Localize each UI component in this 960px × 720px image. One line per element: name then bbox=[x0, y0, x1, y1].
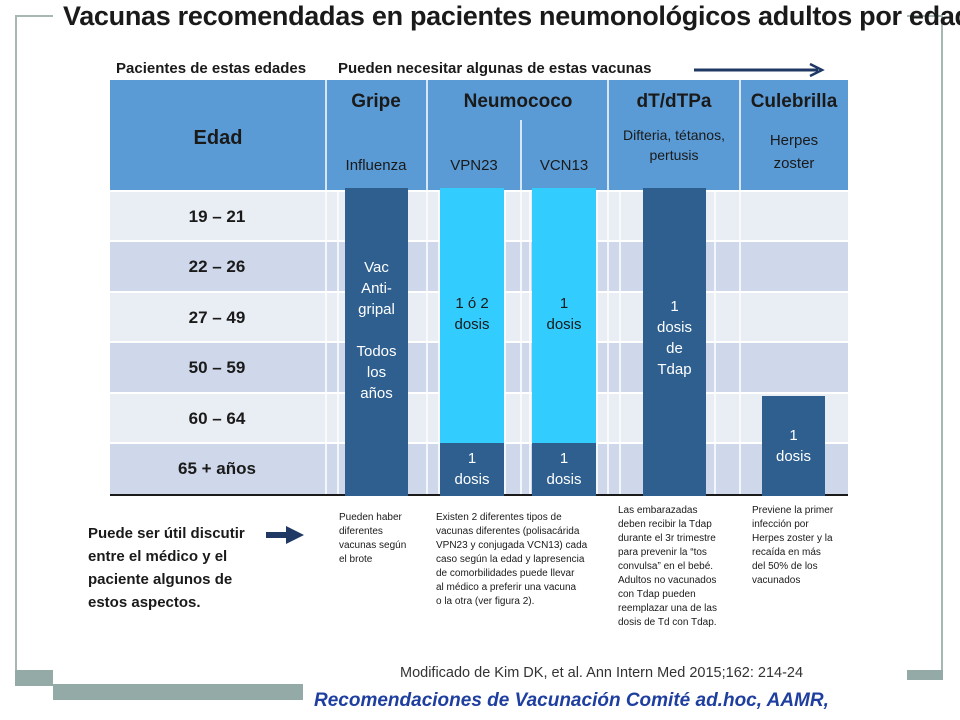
group-gripe: Gripe bbox=[351, 91, 401, 112]
age-label: 19 – 21 bbox=[189, 207, 246, 226]
bar-dt-text: 1 dosis de Tdap bbox=[656, 298, 693, 378]
subheader-right: Pueden necesitar algunas de estas vacuna… bbox=[338, 60, 652, 77]
group-culebrilla: Culebrilla bbox=[751, 91, 838, 112]
age-label: 60 – 64 bbox=[189, 409, 246, 428]
group-neumococo: Neumococo bbox=[464, 91, 573, 112]
frame-bottom-left-block bbox=[15, 670, 53, 686]
note-neumococo: Existen 2 diferentes tipos de vacunas dif… bbox=[436, 512, 588, 607]
subheader-herpes-line2: zoster bbox=[774, 155, 815, 172]
bar-vpn23-text: 1 ó 2 dosis bbox=[454, 295, 490, 333]
discuss-text: Puede ser útil discutir entre el médico y… bbox=[88, 525, 245, 611]
bar-vpn23-65 bbox=[440, 443, 504, 496]
bar-vcn13-65 bbox=[532, 443, 596, 496]
frame-top-line-left bbox=[15, 15, 53, 17]
bar-dt bbox=[643, 188, 706, 496]
frame-bottom-bar bbox=[53, 684, 303, 700]
frame-bottom-right-block bbox=[907, 670, 943, 680]
page-title: Vacunas recomendadas en pacientes neumon… bbox=[63, 1, 960, 31]
bar-vcn13-text: 1 dosis bbox=[546, 295, 582, 333]
subheader-dt-line1: Difteria, tétanos, bbox=[623, 127, 725, 143]
subheader-influenza: Influenza bbox=[346, 157, 408, 174]
bar-vpn23-65-text: 1 dosis bbox=[454, 450, 490, 488]
note-dt: Las embarazadas deben recibir la Tdap dura… bbox=[618, 505, 717, 628]
bar-gripe bbox=[345, 188, 408, 496]
subheader-dt-line2: pertusis bbox=[649, 147, 698, 163]
right-arrow-icon bbox=[694, 62, 825, 78]
age-label: 27 – 49 bbox=[189, 308, 246, 327]
right-arrow-icon bbox=[266, 526, 304, 544]
frame-right-line bbox=[941, 15, 943, 670]
frame-top-line-right bbox=[907, 15, 943, 17]
group-dt: dT/dTPa bbox=[637, 91, 712, 112]
subheader-vpn23: VPN23 bbox=[450, 157, 498, 174]
age-label: 22 – 26 bbox=[189, 257, 246, 276]
note-influenza: Pueden haber diferentes vacunas según el br… bbox=[339, 512, 407, 565]
subheader-vcn13: VCN13 bbox=[540, 157, 588, 174]
bar-vcn13 bbox=[532, 188, 596, 443]
bar-herpes-text: 1 dosis bbox=[775, 427, 812, 465]
age-label: 50 – 59 bbox=[189, 358, 246, 377]
age-label: 65 + años bbox=[178, 459, 256, 478]
bar-gripe-text: Vac Anti-gripal Todos los años bbox=[356, 259, 397, 402]
footer-credit: Recomendaciones de Vacunación Comité ad.… bbox=[314, 690, 829, 711]
bar-herpes bbox=[762, 396, 825, 496]
bar-vcn13-65-text: 1 dosis bbox=[546, 450, 582, 488]
bar-vpn23 bbox=[440, 188, 504, 443]
subheader-herpes-line1: Herpes bbox=[770, 132, 818, 149]
note-herpes: Previene la primer infección por Herpes zo… bbox=[752, 505, 834, 586]
subheader-left: Pacientes de estas edades bbox=[116, 60, 307, 77]
citation: Modificado de Kim DK, et al. Ann Intern … bbox=[400, 665, 804, 681]
frame-left-line bbox=[15, 15, 17, 683]
age-header: Edad bbox=[194, 127, 243, 149]
